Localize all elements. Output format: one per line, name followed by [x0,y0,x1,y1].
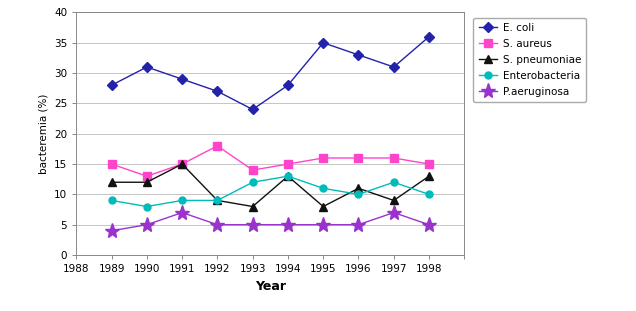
Legend: E. coli, S. aureus, S. pneumoniae, Enterobacteria, P.aeruginosa: E. coli, S. aureus, S. pneumoniae, Enter… [473,18,586,102]
S. pneumoniae [178,162,186,166]
S. pneumoniae [284,174,292,178]
Enterobacteria [143,205,151,208]
Line: E. coli: E. coli [108,33,432,113]
S. pneumoniae [143,180,151,184]
P.aeruginosa [178,211,186,215]
S. aureus [355,156,363,160]
S. aureus [107,162,115,166]
Enterobacteria [249,180,256,184]
P.aeruginosa [390,211,398,215]
E. coli [355,53,363,57]
E. coli [249,108,256,111]
S. pneumoniae [107,180,115,184]
S. pneumoniae [390,199,398,202]
S. pneumoniae [425,174,433,178]
S. pneumoniae [214,199,221,202]
P.aeruginosa [355,223,363,227]
S. aureus [143,174,151,178]
Line: P.aeruginosa: P.aeruginosa [104,205,437,239]
Enterobacteria [319,187,327,190]
S. aureus [425,162,433,166]
Y-axis label: bacteremia (%): bacteremia (%) [39,94,48,174]
S. pneumoniae [249,205,256,208]
P.aeruginosa [214,223,221,227]
E. coli [178,77,186,81]
Enterobacteria [214,199,221,202]
Enterobacteria [390,180,398,184]
S. pneumoniae [319,205,327,208]
Enterobacteria [355,193,363,196]
E. coli [214,90,221,93]
P.aeruginosa [249,223,256,227]
P.aeruginosa [425,223,433,227]
X-axis label: Year: Year [255,280,286,293]
P.aeruginosa [284,223,292,227]
P.aeruginosa [107,229,115,233]
S. aureus [284,162,292,166]
S. aureus [390,156,398,160]
Enterobacteria [178,199,186,202]
S. aureus [214,144,221,148]
Line: S. aureus: S. aureus [107,142,433,180]
E. coli [107,83,115,87]
S. pneumoniae [355,187,363,190]
E. coli [319,41,327,44]
E. coli [425,35,433,39]
Enterobacteria [425,193,433,196]
Enterobacteria [107,199,115,202]
E. coli [390,65,398,69]
Enterobacteria [284,174,292,178]
Line: S. pneumoniae: S. pneumoniae [107,160,433,211]
P.aeruginosa [143,223,151,227]
S. aureus [249,168,256,172]
S. aureus [178,162,186,166]
Line: Enterobacteria: Enterobacteria [108,173,432,210]
E. coli [284,83,292,87]
S. aureus [319,156,327,160]
E. coli [143,65,151,69]
P.aeruginosa [319,223,327,227]
